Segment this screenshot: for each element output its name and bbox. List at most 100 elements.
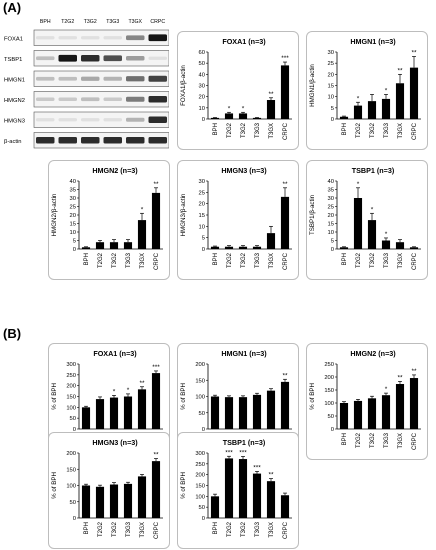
significance-label: * xyxy=(385,386,388,393)
bar xyxy=(280,381,290,429)
significance-label: ** xyxy=(397,67,403,74)
x-tick-label: BPH xyxy=(213,253,219,265)
y-tick-label: 200 xyxy=(324,375,334,381)
y-tick-label: 50 xyxy=(199,505,205,511)
chart-title: TSBP1 (n=3) xyxy=(352,166,395,175)
bar xyxy=(409,67,419,119)
x-tick-label: T3G3 xyxy=(126,252,132,268)
significance-label: * xyxy=(357,95,360,102)
blot-row-label: HMGN1 xyxy=(4,77,25,83)
blot-band xyxy=(103,137,122,144)
blot-band xyxy=(81,97,100,102)
bar xyxy=(238,246,248,249)
y-tick-label: 5 xyxy=(331,239,334,245)
blot-band xyxy=(36,76,55,81)
y-tick-label: 20 xyxy=(328,213,334,219)
blot-band xyxy=(148,34,167,42)
y-tick-label: 100 xyxy=(195,494,205,500)
bar xyxy=(381,98,391,119)
bar xyxy=(224,246,234,249)
bar xyxy=(367,398,377,429)
x-tick-label: T3GX xyxy=(269,123,275,139)
significance-label: ** xyxy=(268,472,274,479)
significance-label: ** xyxy=(282,372,288,379)
chart-title: HMGN1 (n=3) xyxy=(350,37,396,46)
significance-label: ** xyxy=(139,380,145,387)
chart-b-hmgn2: HMGN2 (n=3) % of BPH 0 50 100 150 200 250 BPH T2G… xyxy=(306,343,428,460)
blot-lane-label: T3G3 xyxy=(106,19,119,25)
bar xyxy=(381,395,391,429)
blot-band xyxy=(58,118,77,122)
bar xyxy=(95,242,105,249)
y-tick-label: 10 xyxy=(328,95,334,101)
chart-svg: FOXA1 (n=3) FOXA1/β-actin 0 10 20 30 40 50 60 BPH… xyxy=(180,37,292,140)
y-tick-label: 15 xyxy=(199,213,205,219)
y-axis-label: % of BPH xyxy=(180,383,187,410)
x-tick-label: CRPC xyxy=(283,521,289,539)
significance-label: * xyxy=(113,388,116,395)
chart-title: HMGN2 (n=3) xyxy=(350,349,396,358)
y-tick-label: 300 xyxy=(66,362,76,368)
x-tick-label: BPH xyxy=(342,123,348,135)
x-tick-label: T3G3 xyxy=(255,252,261,268)
significance-label: * xyxy=(127,387,130,394)
bar xyxy=(123,242,133,249)
y-axis-label: HMGN3/β-actin xyxy=(180,193,187,236)
y-tick-label: 200 xyxy=(195,362,205,368)
y-tick-label: 200 xyxy=(66,384,76,390)
x-tick-label: CRPC xyxy=(412,122,418,140)
blot-band xyxy=(126,76,145,82)
blot-band xyxy=(126,35,145,41)
bar xyxy=(252,473,262,518)
blot-band xyxy=(36,137,55,144)
y-tick-label: 150 xyxy=(66,467,76,473)
y-tick-label: 200 xyxy=(66,451,76,457)
significance-label: *** xyxy=(225,449,233,456)
blot-band xyxy=(36,36,55,40)
x-tick-label: CRPC xyxy=(283,252,289,270)
chart-svg: HMGN3 (n=3) % of BPH 0 50 100 150 200 BPH T2G2 T3… xyxy=(51,438,163,539)
bar xyxy=(109,242,119,249)
y-tick-label: 100 xyxy=(195,395,205,401)
significance-label: * xyxy=(371,206,374,213)
y-tick-label: 50 xyxy=(328,414,334,420)
bar xyxy=(266,100,276,119)
blot-lane-label: BPH xyxy=(40,19,51,25)
bar xyxy=(81,485,91,518)
bar xyxy=(339,116,349,119)
significance-label: * xyxy=(357,181,360,188)
y-tick-label: 25 xyxy=(199,190,205,196)
bar xyxy=(367,101,377,119)
y-tick-label: 5 xyxy=(331,106,334,112)
x-tick-label: BPH xyxy=(342,253,348,265)
chart-title: FOXA1 (n=3) xyxy=(222,37,266,46)
y-tick-label: 150 xyxy=(66,395,76,401)
blot-band xyxy=(36,118,55,122)
y-tick-label: 30 xyxy=(199,179,205,185)
y-tick-label: 0 xyxy=(331,427,334,433)
chart-a-hmgn1: HMGN1 (n=3) HMGN1/β-actin 0 5 10 15 20 25 30 BPH *… xyxy=(306,31,428,150)
significance-label: *** xyxy=(253,464,261,471)
significance-label: ** xyxy=(282,181,288,188)
chart-svg: HMGN1 (n=3) HMGN1/β-actin 0 5 10 15 20 25 30 BPH *… xyxy=(309,37,421,140)
bar xyxy=(151,192,161,249)
significance-label: ** xyxy=(153,181,159,188)
bar xyxy=(137,476,147,518)
panel-label-b: (B) xyxy=(3,326,22,341)
y-tick-label: 20 xyxy=(328,72,334,78)
significance-label: * xyxy=(385,87,388,94)
blot-band xyxy=(126,96,145,102)
y-tick-label: 30 xyxy=(328,50,334,56)
x-tick-label: T3G3 xyxy=(255,521,261,537)
blot-row-label: β-actin xyxy=(4,139,22,145)
bar xyxy=(266,390,276,429)
y-tick-label: 25 xyxy=(328,205,334,211)
bar xyxy=(151,461,161,518)
y-tick-label: 50 xyxy=(199,61,205,67)
bar xyxy=(95,399,105,429)
y-tick-label: 50 xyxy=(70,500,76,506)
blot-band xyxy=(36,56,55,61)
chart-a-hmgn3: HMGN3 (n=3) HMGN3/β-actin 0 5 10 15 20 25 30 BPH T… xyxy=(177,160,299,280)
significance-label: * xyxy=(228,105,231,112)
x-tick-label: T3G2 xyxy=(370,122,376,138)
